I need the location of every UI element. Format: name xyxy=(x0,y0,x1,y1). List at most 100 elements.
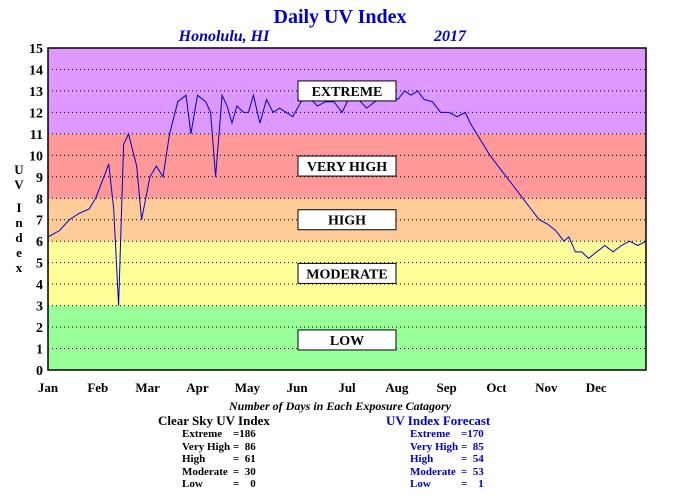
eq: = xyxy=(230,453,240,465)
eq: = xyxy=(230,428,240,440)
days-heading: Number of Days in Each Exposure Catagory xyxy=(228,399,452,413)
band-label-text: HIGH xyxy=(328,214,366,229)
y-axis-label-char: U xyxy=(14,162,24,177)
forecast-row-low: Low = 1 xyxy=(410,478,484,491)
forecast-title: UV Index Forecast xyxy=(386,413,491,428)
eq: = xyxy=(230,465,240,478)
clear-sky-row-low: Low = 0 xyxy=(182,478,256,491)
label: Low xyxy=(182,478,203,490)
band-label-moderate: MODERATE xyxy=(297,262,397,284)
band-label-text: VERY HIGH xyxy=(307,160,387,175)
label: Very High xyxy=(182,440,231,453)
eq: = xyxy=(230,440,240,453)
y-tick-label: 12 xyxy=(29,106,43,121)
value: 186 xyxy=(239,428,256,440)
forecast-row-high: High = 54 xyxy=(410,453,484,466)
y-tick-label: 11 xyxy=(30,128,43,143)
y-tick-label: 7 xyxy=(36,214,43,229)
label: Extreme xyxy=(410,428,451,440)
forecast-row-moderate: Moderate = 53 xyxy=(410,466,484,479)
clear-sky-stats: Clear Sky UV Index Extreme = 186 Very Hig… xyxy=(158,413,270,491)
forecast-row-extreme: Extreme = 170 xyxy=(410,428,484,441)
value: 170 xyxy=(467,428,484,440)
clear-sky-title: Clear Sky UV Index xyxy=(158,413,270,428)
y-tick-label: 3 xyxy=(36,300,43,315)
y-axis-label-char: V xyxy=(14,177,24,192)
band-label-text: MODERATE xyxy=(306,267,387,282)
y-tick-label: 6 xyxy=(36,235,43,250)
y-axis-label-char: I xyxy=(16,200,21,215)
forecast-stats: UV Index Forecast Extreme = 170 Very High… xyxy=(386,413,490,491)
location-label: Honolulu, HI xyxy=(178,28,270,45)
label: Moderate xyxy=(182,465,228,478)
forecast-row-very-high: Very High = 85 xyxy=(410,441,484,454)
y-tick-label: 0 xyxy=(36,364,43,379)
eq: = xyxy=(458,428,468,440)
y-axis-label-char: n xyxy=(15,215,23,230)
clear-sky-row-very-high: Very High = 86 xyxy=(182,441,256,454)
clear-sky-row-moderate: Moderate = 30 xyxy=(182,466,256,479)
band-label-box xyxy=(297,262,397,284)
label: Extreme xyxy=(182,428,223,440)
band-labels: LOW MODERATE HIGH VERY HIGH EXTREME xyxy=(297,80,397,351)
value: 61 xyxy=(244,453,256,465)
band-label-box xyxy=(297,209,397,231)
value: 86 xyxy=(244,440,256,453)
y-tick-label: 1 xyxy=(36,343,43,358)
band-label-text: EXTREME xyxy=(312,85,383,100)
band-label-box xyxy=(297,80,397,102)
y-tick-label: 9 xyxy=(36,171,43,186)
x-month-label: Oct xyxy=(486,380,507,395)
x-month-label: Jul xyxy=(338,380,356,395)
eq: = xyxy=(458,440,468,453)
band-label-text: LOW xyxy=(330,334,364,349)
value: 0 xyxy=(250,478,256,490)
y-axis-label-char: x xyxy=(16,260,23,275)
forecast-table: Extreme = 170 Very High = 85 High = 54 Mode… xyxy=(410,428,484,491)
y-tick-label: 4 xyxy=(36,278,43,293)
band-label-box xyxy=(297,155,397,177)
y-tick-label: 13 xyxy=(29,85,43,100)
y-tick-label: 8 xyxy=(36,192,43,207)
band-label-low: LOW xyxy=(297,329,397,351)
y-tick-label: 2 xyxy=(36,321,43,336)
clear-sky-row-high: High = 61 xyxy=(182,453,256,466)
x-month-label: Aug xyxy=(385,380,409,395)
band-label-extreme: EXTREME xyxy=(297,80,397,102)
uv-series-line xyxy=(47,90,647,306)
y-tick-label: 10 xyxy=(29,149,43,164)
y-tick-label: 14 xyxy=(29,63,43,78)
label: Very High xyxy=(410,440,459,453)
label: Low xyxy=(410,478,431,490)
x-month-label: Nov xyxy=(535,380,558,395)
plot-frame xyxy=(47,47,647,371)
y-axis-label-char: d xyxy=(15,230,23,245)
x-month-labels: Jan Feb Mar Apr May Jun Jul Aug Sep Oct Nov Dec xyxy=(38,380,607,395)
chart-title: Daily UV Index xyxy=(274,6,407,28)
value: 30 xyxy=(244,465,256,478)
value: 85 xyxy=(472,440,484,453)
x-month-label: Jun xyxy=(287,380,309,395)
x-month-label: Apr xyxy=(186,380,209,395)
x-month-label: Sep xyxy=(437,380,457,395)
value: 1 xyxy=(478,478,484,490)
x-month-label: Jan xyxy=(38,380,59,395)
label: Moderate xyxy=(410,465,456,478)
eq: = xyxy=(458,478,468,490)
eq: = xyxy=(230,478,240,490)
eq: = xyxy=(458,453,468,465)
x-month-label: Feb xyxy=(87,380,108,395)
band-label-high: HIGH xyxy=(297,209,397,231)
label: High xyxy=(182,453,206,465)
x-month-label: Dec xyxy=(586,380,607,395)
x-month-label: May xyxy=(235,380,261,395)
label: High xyxy=(410,453,434,465)
clear-sky-table: Extreme = 186 Very High = 86 High = 61 Mode… xyxy=(182,428,256,491)
y-tick-label: 15 xyxy=(29,42,43,57)
value: 53 xyxy=(472,465,484,478)
eq: = xyxy=(458,465,468,478)
band-label-box xyxy=(297,329,397,351)
